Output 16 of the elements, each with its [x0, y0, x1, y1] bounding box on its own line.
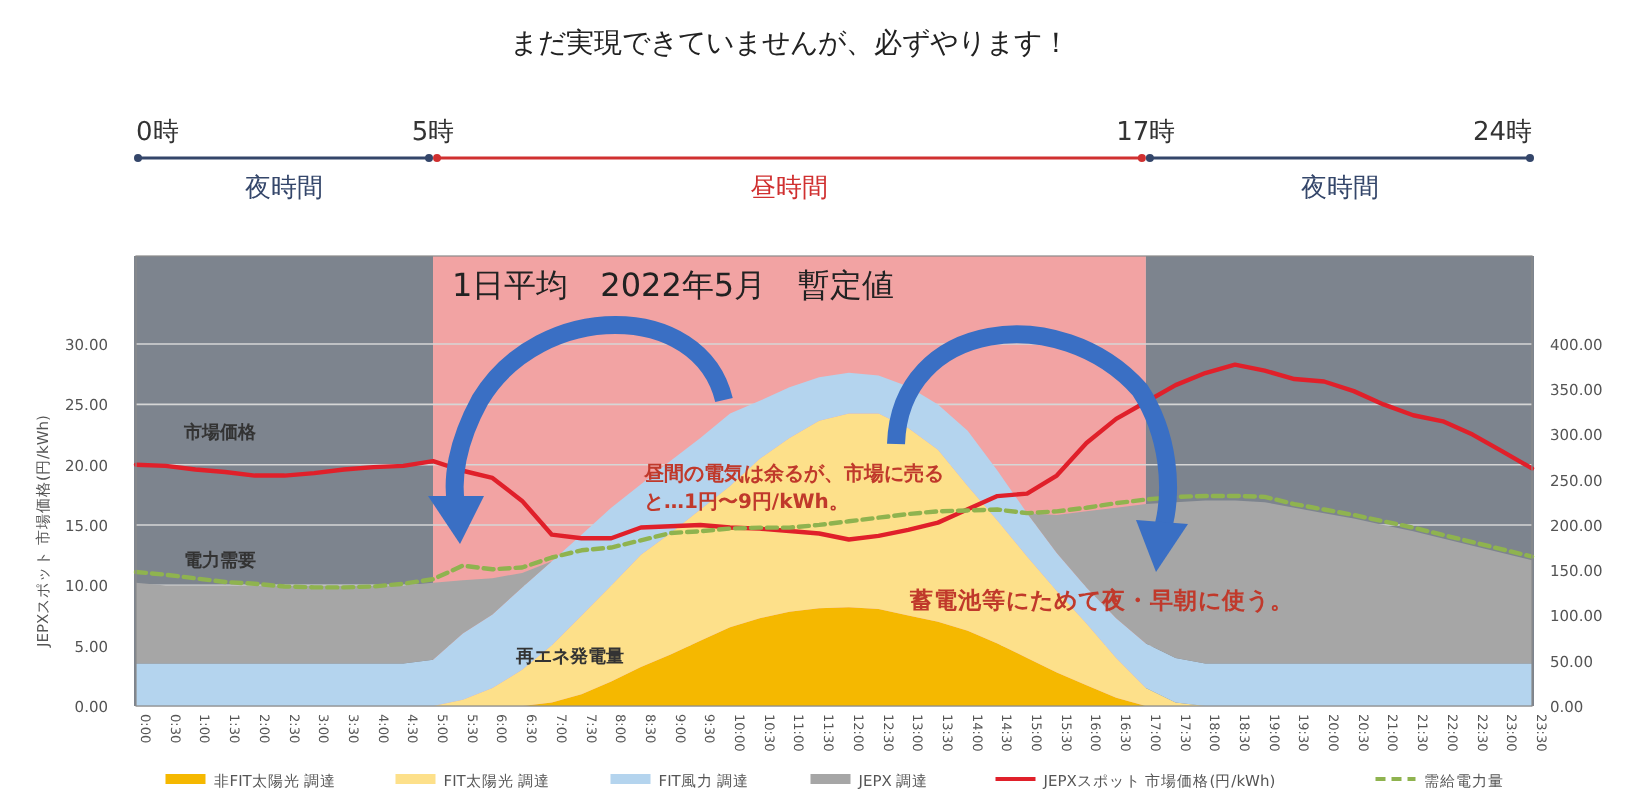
line-series — [133, 493, 1535, 590]
text: 17時 — [1116, 118, 1176, 148]
chart-title: まだ実現できていませんが、必ずやります！ — [510, 28, 1070, 60]
band-label: 夜時間 — [244, 172, 323, 204]
annotation: 電力需要 — [184, 548, 256, 574]
annotation: 市場価格 — [184, 420, 256, 446]
line-series — [133, 362, 1535, 542]
band-label: 昼時間 — [750, 174, 829, 204]
text: 24時 — [1472, 118, 1532, 148]
text: 5時 — [411, 118, 455, 148]
annotation: 蓄電池等にためて夜・早朝に使う。 — [910, 586, 1294, 616]
chart-subtitle: 1日平均 2022年5月 暫定値 — [452, 266, 895, 308]
text: 0時 — [136, 118, 179, 148]
band-label: 夜時間 — [1300, 172, 1379, 204]
annotation: 昼間の電気は余るが、市場に売ると…1円〜9円/kWh。 — [644, 460, 944, 516]
annotation: 再エネ発電量 — [516, 645, 624, 670]
